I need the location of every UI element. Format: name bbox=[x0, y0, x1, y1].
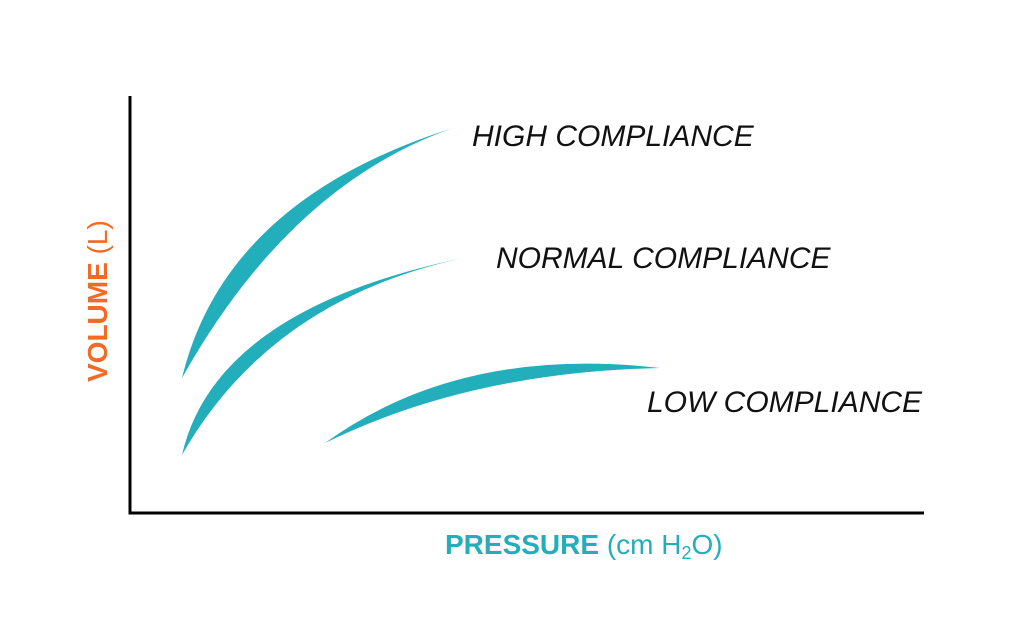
high-compliance-label: HIGH COMPLIANCE bbox=[472, 120, 755, 153]
x-axis-label: PRESSURE (cm H2O) bbox=[445, 529, 723, 563]
x-axis-label-subscript: 2 bbox=[681, 543, 691, 563]
low-compliance-label: LOW COMPLIANCE bbox=[647, 386, 923, 419]
normal-compliance-label: NORMAL COMPLIANCE bbox=[496, 242, 832, 275]
high-compliance-curve bbox=[182, 128, 453, 378]
y-axis-label-unit: (L) bbox=[82, 220, 113, 254]
y-axis-label: VOLUME (L) bbox=[82, 220, 113, 382]
y-axis-label-bold: VOLUME bbox=[82, 262, 113, 382]
low-compliance-curve bbox=[325, 363, 660, 443]
x-axis-label-unit: (cm H bbox=[607, 529, 682, 560]
x-axis-label-unit-end: O) bbox=[692, 529, 723, 560]
x-axis-label-bold: PRESSURE bbox=[445, 529, 599, 560]
